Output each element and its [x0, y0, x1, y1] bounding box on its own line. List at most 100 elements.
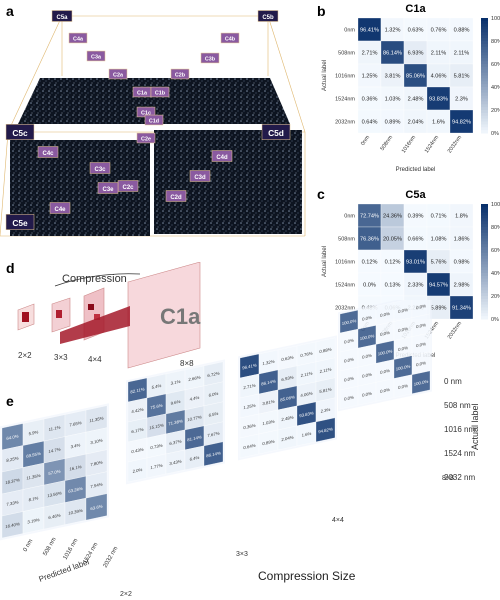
panel-d-compression: Compression C1a 2×2 3×3 4×4 8×8	[17, 262, 201, 369]
stack-cell-value: 10.77%	[187, 414, 202, 422]
stack-cell-value: 7.54%	[90, 482, 102, 490]
cell-value: 2.33%	[408, 283, 424, 289]
colorbar-segment	[481, 20, 488, 25]
colorbar-segment	[481, 52, 488, 56]
stack-heatmap: 64.0% 5.9% 11.1% 7.65% 11.35% 8.25% 69.55% 14.7…	[0, 403, 109, 541]
y-axis-label: Actual label	[322, 60, 328, 91]
colorbar-segment	[481, 38, 488, 42]
cell-value: 0.89%	[385, 120, 401, 126]
pyramid-tag-label: C5d	[268, 128, 284, 138]
stack-cell-value: 0.64%	[243, 443, 255, 451]
pyramid-tag	[86, 50, 106, 62]
stack-cell-value: 13.56%	[47, 490, 62, 498]
col-tick: 2032nm	[447, 134, 464, 154]
colorbar-segment	[481, 112, 488, 117]
row-label: 508 nm	[444, 401, 471, 410]
stack-cell-value: 4.42%	[131, 407, 143, 415]
colorbar-segment	[481, 98, 488, 102]
panel-label-a: a	[6, 3, 14, 19]
colorbar-segment	[481, 227, 488, 231]
stack-cell-value: 0.0%	[344, 395, 354, 402]
colorbar-tick: 100%	[491, 16, 500, 22]
stack-cell-value: 69.55%	[26, 451, 41, 459]
stack-cell-value: 2.48%	[281, 415, 293, 423]
cell-value: 2.04%	[408, 120, 424, 126]
colorbar-segment	[481, 218, 488, 222]
pyramid-tag	[257, 10, 279, 22]
cell-value: 94.57%	[429, 283, 448, 289]
colorbar-segment	[481, 43, 488, 48]
colorbar-segment	[481, 287, 488, 291]
colorbar-segment	[481, 69, 488, 74]
stack-cell-value: 0.89%	[262, 439, 274, 447]
cell-value: 96.41%	[360, 28, 379, 34]
pyramid-tag	[49, 202, 71, 214]
compression-size-label: Compression Size	[258, 569, 356, 583]
colorbar-segment	[481, 18, 488, 22]
stack-cell-value: 3.1%	[171, 379, 181, 386]
colorbar-segment	[481, 101, 488, 105]
row-tick: 0nm	[344, 28, 355, 34]
cell-value: 5.81%	[454, 74, 470, 80]
row-tick: 0nm	[344, 214, 355, 220]
stack-cell-value: 6.5%	[209, 411, 219, 418]
row-tick: 1524nm	[335, 283, 355, 289]
cell-value: 4.06%	[431, 74, 447, 80]
y-axis-label: Actual label	[322, 246, 328, 277]
colorbar-segment	[481, 92, 488, 97]
colorbar-segment	[481, 61, 488, 65]
colorbar-segment	[481, 66, 488, 71]
row-tick: 508nm	[338, 237, 355, 243]
panel-label-c: c	[317, 186, 325, 202]
colorbar-tick: 0%	[491, 317, 499, 323]
pyramid-tag-label: C5e	[12, 218, 28, 228]
pred-label: 2032 nm	[103, 546, 120, 569]
heatmap-c5a: C5a 72.74% 24.36% 0.39% 0.71% 1.8% 76.36% 20.05…	[322, 189, 500, 359]
label-8x8: 8×8	[180, 359, 194, 368]
cell-value: 0.39%	[408, 214, 424, 220]
stack-cell	[203, 441, 224, 467]
pyramid-tag-label: C2b	[175, 73, 186, 79]
row-label: 2032 nm	[444, 473, 475, 482]
pyramid-tag	[5, 124, 35, 140]
stack-cell	[315, 417, 336, 443]
colorbar-tick: 80%	[491, 39, 500, 45]
stack-cell-value: 82.11%	[130, 386, 144, 394]
label-2x2: 2×2	[18, 351, 32, 360]
stack-cell-value: 0.88%	[319, 347, 331, 355]
colorbar-segment	[481, 32, 488, 36]
stack-cell-value: 5.4%	[152, 383, 162, 390]
cell-value: 2.11%	[431, 51, 446, 57]
label-4x4: 4×4	[88, 355, 102, 364]
pyramid-tag-label: C5a	[56, 15, 68, 21]
size-label: 8×8	[442, 475, 454, 482]
heatmap-title: C5a	[405, 189, 426, 201]
stack-cell-value: 100.0%	[396, 364, 411, 372]
stack-cell-value: 0.0%	[362, 372, 372, 379]
colorbar-segment	[481, 229, 488, 234]
stack-cell-value: 0.76%	[300, 351, 312, 359]
colorbar-segment	[481, 304, 488, 308]
colorbar-segment	[481, 124, 488, 128]
stack-cell-value: 7.65%	[69, 420, 81, 428]
cell-value: 6.93%	[408, 51, 424, 57]
colorbar-segment	[481, 252, 488, 257]
cell-value: 72.74%	[360, 214, 379, 220]
pyramid-tag-label: C4d	[216, 155, 228, 161]
pyramid-tag-label: C2d	[170, 195, 182, 201]
colorbar-segment	[481, 275, 488, 280]
stack-cell-value: 18.37%	[5, 477, 20, 485]
pyramid-tag	[220, 32, 240, 44]
cube-3x3	[51, 297, 71, 333]
pyramid-tag-label: C4b	[225, 37, 236, 43]
pyramid-tag	[170, 68, 190, 80]
stack-cell-value: 96.41%	[242, 362, 257, 370]
colorbar-segment	[481, 206, 488, 211]
colorbar-segment	[481, 46, 488, 51]
stack-cell-value: 6.72%	[207, 371, 219, 379]
colorbar-segment	[481, 95, 488, 99]
colorbar-segment	[481, 58, 488, 62]
cell-value: 0.66%	[408, 237, 424, 243]
cell-value: 0.63%	[408, 28, 424, 34]
pyramid-tag	[97, 182, 119, 194]
